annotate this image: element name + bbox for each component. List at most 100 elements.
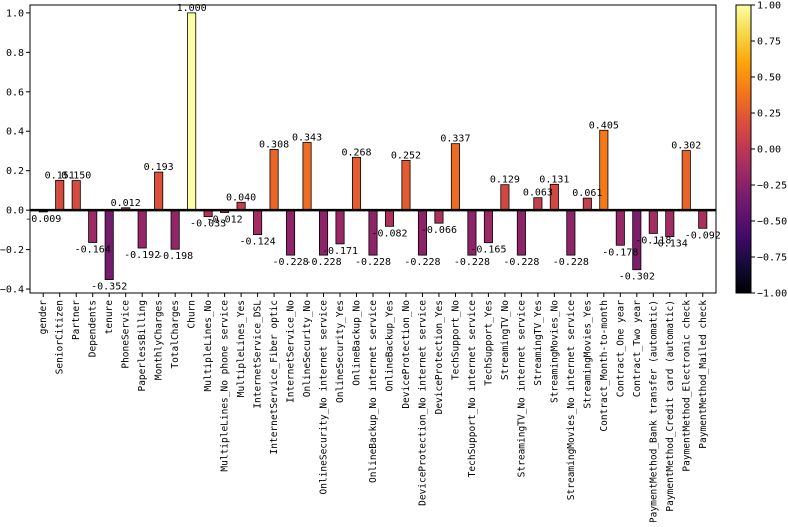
bar — [483, 209, 493, 244]
value-label: -0.134 — [652, 239, 688, 250]
bar — [286, 209, 296, 256]
category-label: OnlineBackup_Yes — [384, 300, 395, 392]
value-label: 0.337 — [440, 134, 470, 145]
value-label: -0.012 — [207, 215, 243, 226]
value-label: -0.228 — [503, 257, 539, 268]
colorbar-tick-label: 1.00 — [757, 1, 781, 12]
colorbar-tick-label: 0.25 — [757, 109, 781, 120]
bar — [55, 179, 65, 211]
bar — [302, 142, 312, 211]
value-label: 0.308 — [259, 139, 289, 150]
bar — [615, 209, 625, 246]
value-label: 0.302 — [671, 141, 701, 152]
category-label: PaymentMethod_Bank transfer (automatic) — [648, 300, 659, 522]
category-label: PaymentMethod_Electronic check — [681, 300, 692, 472]
value-label: -0.171 — [322, 246, 358, 257]
bar — [582, 197, 592, 211]
value-label: -0.092 — [685, 230, 721, 241]
colorbar-tick-label: −0.75 — [757, 253, 787, 264]
category-label: OnlineSecurity_No internet service — [319, 300, 330, 495]
colorbar-tick-label: 0.50 — [757, 73, 781, 84]
y-tick-label: 0.0 — [6, 206, 24, 217]
category-label: InternetService_No — [286, 300, 297, 403]
category-label: OnlineSecurity_Yes — [335, 300, 346, 403]
value-label: -0.228 — [355, 257, 391, 268]
value-label: -0.165 — [470, 245, 506, 256]
bar — [137, 209, 147, 249]
y-tick-label: 0.6 — [6, 87, 24, 98]
plot-border — [29, 4, 717, 294]
value-label: -0.352 — [91, 282, 127, 293]
value-label: -0.228 — [553, 257, 589, 268]
bar — [170, 209, 180, 250]
category-label: PaymentMethod_Mailed check — [698, 300, 709, 449]
bar — [566, 209, 576, 256]
bar — [253, 209, 263, 236]
bar — [665, 209, 675, 237]
colorbar-tick-label: 0.00 — [757, 145, 781, 156]
bar — [88, 209, 98, 243]
bar — [384, 209, 395, 227]
value-label: -0.302 — [619, 272, 655, 283]
category-label: OnlineBackup_No — [352, 300, 363, 386]
value-label: 0.405 — [589, 120, 619, 131]
category-label: DeviceProtection_No internet service — [417, 300, 428, 506]
category-label: tenure — [104, 300, 115, 335]
bar — [351, 156, 362, 211]
value-label: 0.012 — [111, 198, 141, 209]
value-label: -0.192 — [124, 250, 160, 261]
category-label: Partner — [71, 300, 82, 340]
colorbar-gradient — [735, 4, 752, 294]
value-label: -0.124 — [240, 237, 276, 248]
category-label: MultipleLines_No phone service — [220, 300, 231, 472]
value-label: 0.343 — [292, 132, 322, 143]
value-label: 0.268 — [341, 147, 371, 158]
y-axis: −0.4 −0.2 0.0 0.2 0.4 0.6 0.8 1.0 — [0, 8, 30, 296]
value-label: -0.033 — [190, 219, 226, 230]
value-label: -0.228 — [404, 257, 440, 268]
category-label: Contract_One year — [615, 300, 626, 398]
category-label: PaperlessBilling — [137, 300, 148, 392]
category-label: PhoneService — [121, 300, 132, 369]
bar — [450, 143, 460, 211]
bar — [269, 148, 279, 211]
category-label: StreamingMovies_No internet service — [566, 300, 577, 500]
value-label: 0.193 — [144, 162, 174, 173]
category-label: StreamingTV_Yes — [533, 300, 544, 386]
value-label: -0.082 — [371, 228, 407, 239]
bars — [38, 12, 708, 280]
y-tick-label: 0.8 — [6, 48, 24, 59]
bar — [648, 209, 658, 234]
bar — [434, 209, 444, 224]
category-label: Churn — [187, 300, 198, 329]
colorbar-tick-label: −0.50 — [757, 217, 787, 228]
colorbar-tick-label: 0.75 — [757, 37, 781, 48]
category-label: TechSupport_No — [450, 300, 461, 380]
value-label: -0.066 — [421, 225, 457, 236]
value-label: 1.000 — [177, 3, 207, 14]
category-label: TechSupport_No internet service — [467, 300, 478, 478]
bar — [516, 209, 526, 256]
bar — [533, 197, 543, 211]
value-label: 0.040 — [226, 192, 256, 203]
bar — [401, 160, 411, 211]
category-label: StreamingMovies_Yes — [582, 300, 593, 409]
colorbar: 1.00 0.75 0.50 0.25 0.00 −0.25 −0.50 −0.75 −1.00 — [735, 1, 787, 300]
category-label: StreamingMovies_No — [549, 300, 560, 403]
value-label: 0.131 — [539, 174, 569, 185]
category-label: MultipleLines_Yes — [236, 300, 247, 397]
category-label: Dependents — [88, 300, 99, 357]
value-label: -0.228 — [305, 257, 341, 268]
bar — [335, 209, 345, 245]
category-label: StreamingTV_No — [500, 300, 511, 380]
category-label: DeviceProtection_Yes — [434, 300, 445, 414]
category-label: PaymentMethod_Credit card (automatic) — [665, 300, 676, 512]
category-label: TechSupport_Yes — [483, 300, 494, 386]
category-label: OnlineSecurity_No — [302, 300, 313, 398]
plot-frame — [29, 4, 717, 294]
category-label: gender — [38, 300, 49, 335]
y-tick-label: 0.2 — [6, 166, 24, 177]
